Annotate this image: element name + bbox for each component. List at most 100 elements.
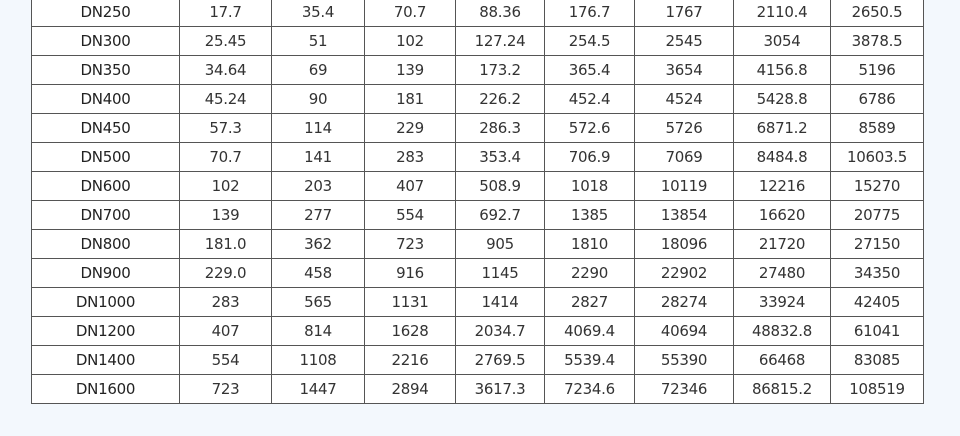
row-header-cell: DN1600	[31, 374, 180, 404]
table-cell: 283	[179, 287, 272, 317]
table-cell: 554	[179, 345, 272, 375]
table-cell: 2827	[544, 287, 635, 317]
table-cell: 181.0	[179, 229, 272, 259]
table-cell: 283	[364, 142, 456, 172]
table-cell: 57.3	[179, 113, 272, 143]
row-header-cell: DN1400	[31, 345, 180, 375]
table-cell: 554	[364, 200, 456, 230]
table-row: DN350 34.64 69 139 173.2 365.4 3654 4156.8 5196	[31, 55, 924, 85]
row-header-cell: DN500	[31, 142, 180, 172]
table-cell: 277	[271, 200, 365, 230]
table-cell: 69	[271, 55, 365, 85]
table-cell: 286.3	[455, 113, 545, 143]
table-cell: 229	[364, 113, 456, 143]
table-cell: 90	[271, 84, 365, 114]
row-header-cell: DN700	[31, 200, 180, 230]
table-cell: 141	[271, 142, 365, 172]
table-cell: 21720	[733, 229, 831, 259]
table-cell: 7069	[634, 142, 734, 172]
row-header-cell: DN900	[31, 258, 180, 288]
table-cell: 4069.4	[544, 316, 635, 346]
table-cell: 102	[364, 26, 456, 56]
table-cell: 34.64	[179, 55, 272, 85]
table-cell: 25.45	[179, 26, 272, 56]
table-cell: 4524	[634, 84, 734, 114]
row-header-cell: DN400	[31, 84, 180, 114]
row-header-cell: DN450	[31, 113, 180, 143]
table-cell: 15270	[830, 171, 924, 201]
table-cell: 8589	[830, 113, 924, 143]
table-cell: 17.7	[179, 0, 272, 27]
table-cell: 13854	[634, 200, 734, 230]
table-cell: 1131	[364, 287, 456, 317]
table-cell: 3617.3	[455, 374, 545, 404]
table-cell: 72346	[634, 374, 734, 404]
table-cell: 452.4	[544, 84, 635, 114]
table-cell: 61041	[830, 316, 924, 346]
table-row: DN1600 723 1447 2894 3617.3 7234.6 72346 86815.…	[31, 374, 924, 404]
table-cell: 905	[455, 229, 545, 259]
table-cell: 88.36	[455, 0, 545, 27]
table-cell: 254.5	[544, 26, 635, 56]
table-cell: 1810	[544, 229, 635, 259]
table-cell: 16620	[733, 200, 831, 230]
table-cell: 6871.2	[733, 113, 831, 143]
table-row: DN800 181.0 362 723 905 1810 18096 21720 27150	[31, 229, 924, 259]
table-cell: 51	[271, 26, 365, 56]
table-cell: 365.4	[544, 55, 635, 85]
table-cell: 2650.5	[830, 0, 924, 27]
table-cell: 18096	[634, 229, 734, 259]
table-cell: 814	[271, 316, 365, 346]
table-cell: 572.6	[544, 113, 635, 143]
table-cell: 407	[179, 316, 272, 346]
table-cell: 4156.8	[733, 55, 831, 85]
table-cell: 226.2	[455, 84, 545, 114]
table-cell: 723	[179, 374, 272, 404]
table-cell: 45.24	[179, 84, 272, 114]
table-cell: 1767	[634, 0, 734, 27]
table-cell: 83085	[830, 345, 924, 375]
table-cell: 1628	[364, 316, 456, 346]
table-row: DN600 102 203 407 508.9 1018 10119 12216 15270	[31, 171, 924, 201]
table-cell: 706.9	[544, 142, 635, 172]
row-header-cell: DN800	[31, 229, 180, 259]
table-row: DN700 139 277 554 692.7 1385 13854 16620 20775	[31, 200, 924, 230]
table-cell: 8484.8	[733, 142, 831, 172]
table-cell: 458	[271, 258, 365, 288]
row-header-cell: DN250	[31, 0, 180, 27]
table-cell: 2034.7	[455, 316, 545, 346]
data-table: DN250 17.7 35.4 70.7 88.36 176.7 1767 2110.4 265…	[31, 0, 924, 404]
table-cell: 1414	[455, 287, 545, 317]
table-cell: 2769.5	[455, 345, 545, 375]
table-cell: 27150	[830, 229, 924, 259]
table-cell: 114	[271, 113, 365, 143]
table-cell: 70.7	[179, 142, 272, 172]
table-cell: 139	[364, 55, 456, 85]
table-cell: 5539.4	[544, 345, 635, 375]
table-cell: 34350	[830, 258, 924, 288]
table-cell: 48832.8	[733, 316, 831, 346]
table-cell: 1145	[455, 258, 545, 288]
row-header-cell: DN350	[31, 55, 180, 85]
table-cell: 5196	[830, 55, 924, 85]
table-cell: 1385	[544, 200, 635, 230]
table-cell: 2216	[364, 345, 456, 375]
table-cell: 2894	[364, 374, 456, 404]
table-row: DN400 45.24 90 181 226.2 452.4 4524 5428.8 6786	[31, 84, 924, 114]
table-cell: 3654	[634, 55, 734, 85]
table-cell: 33924	[733, 287, 831, 317]
table-cell: 10603.5	[830, 142, 924, 172]
table-cell: 40694	[634, 316, 734, 346]
table-cell: 12216	[733, 171, 831, 201]
table-cell: 55390	[634, 345, 734, 375]
table-cell: 86815.2	[733, 374, 831, 404]
table-cell: 203	[271, 171, 365, 201]
table-row: DN900 229.0 458 916 1145 2290 22902 27480 34350	[31, 258, 924, 288]
table-cell: 5726	[634, 113, 734, 143]
table-cell: 692.7	[455, 200, 545, 230]
table-body: DN250 17.7 35.4 70.7 88.36 176.7 1767 2110.4 265…	[31, 0, 924, 404]
table-row: DN250 17.7 35.4 70.7 88.36 176.7 1767 2110.4 265…	[31, 0, 924, 27]
row-header-cell: DN1000	[31, 287, 180, 317]
table-row: DN450 57.3 114 229 286.3 572.6 5726 6871.2 8589	[31, 113, 924, 143]
table-cell: 723	[364, 229, 456, 259]
